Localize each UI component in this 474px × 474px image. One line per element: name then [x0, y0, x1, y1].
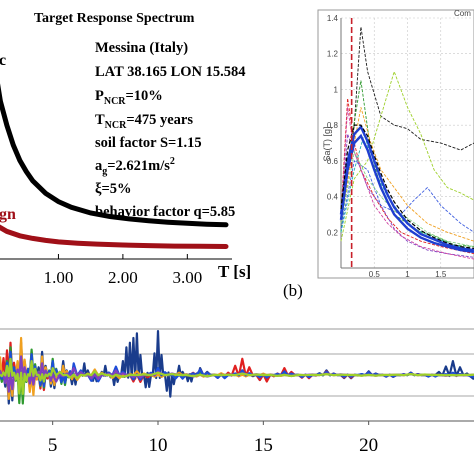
panel-b-x-ticks: 0.5 1 1.5	[369, 270, 447, 279]
info-return-period: TNCR=475 years	[95, 112, 193, 131]
elastic-curve-label: c	[0, 52, 6, 69]
record-spectrum-line	[340, 98, 474, 255]
mean-spectrum-line	[340, 124, 474, 249]
panel-c-x-tick-label: 10	[149, 435, 168, 456]
panel-b-x-tick-label: 0.5	[369, 270, 381, 279]
info-ground-acceleration: ag=2.621m/s2	[95, 156, 175, 177]
panel-b-y-tick-label: 1.4	[327, 14, 339, 23]
panel-b-y-tick-label: 0.4	[327, 193, 339, 202]
site-info-block: Messina (Italy) LAT 38.165 LON 15.584 PN…	[95, 40, 246, 220]
panel-b-y-tick-label: 0.2	[327, 228, 339, 237]
info-coordinates: LAT 38.165 LON 15.584	[95, 64, 246, 80]
panel-b-y-ticks: 0.2 0.4 0.6 0.8 1 1.2 1.4	[327, 14, 339, 237]
info-behavior-factor: behavior factor q=5.85	[95, 204, 235, 220]
panel-c-x-ticks: 5 10 15 20	[48, 421, 378, 456]
panel-c-series	[0, 330, 474, 405]
panel-a-x-tick-label: 3.00	[172, 268, 202, 287]
panel-c-x-tick-label: 15	[254, 435, 273, 456]
spectrum-curve-design	[0, 224, 229, 249]
accelerogram-line	[0, 357, 474, 395]
info-site-name: Messina (Italy)	[95, 40, 188, 56]
info-soil-factor: soil factor S=1.15	[95, 135, 202, 151]
panel-b-y-tick-label: 1	[334, 85, 339, 94]
record-spectrum-line	[340, 132, 474, 251]
panel-b-y-tick-label: 1.2	[327, 50, 339, 59]
panel-a-title: Target Response Spectrum	[34, 11, 195, 26]
panel-b-series	[339, 18, 474, 268]
panel-letter-b: (b)	[283, 281, 303, 300]
mean-spectrum-line	[339, 124, 474, 252]
panel-b: 0.2 0.4 0.6 0.8 1 1.2 1.4 0.5 1 1.5 Sa(T) [g] Co…	[317, 9, 474, 279]
panel-a-x-axis-label: T [s]	[218, 262, 251, 281]
info-damping: ξ=5%	[95, 181, 131, 197]
panel-b-y-axis-label: Sa(T) [g]	[322, 126, 332, 161]
panel-c-x-tick-label: 20	[359, 435, 378, 456]
record-spectrum-line	[340, 70, 474, 242]
panel-b-x-tick-label: 1	[405, 270, 410, 279]
panel-b-y-tick-label: 0.6	[327, 157, 339, 166]
panel-c-x-tick-label: 5	[48, 435, 58, 456]
panel-a-x-tick-label: 2.00	[108, 268, 138, 287]
panel-b-y-tick-label: 0.8	[327, 121, 339, 130]
record-spectrum-line	[340, 150, 474, 248]
panel-a-curves	[0, 83, 229, 249]
panel-b-x-tick-label: 1.5	[435, 270, 447, 279]
panel-a: Target Response Spectrum c gn Messina (I…	[0, 11, 303, 300]
record-spectrum-line	[340, 80, 474, 248]
spectrum-curve-elastic	[0, 83, 229, 228]
record-spectrum-line	[340, 26, 474, 224]
info-probability: PNCR=10%	[95, 88, 163, 107]
panel-a-x-tick-label: 1.00	[44, 268, 74, 287]
panel-c-grid	[0, 353, 474, 397]
design-curve-label: gn	[0, 206, 16, 223]
panel-c: 5 10 15 20	[0, 328, 474, 456]
panel-b-legend-text: Com	[454, 9, 471, 18]
panel-b-frame	[317, 9, 474, 279]
panel-a-x-ticks: 1.00 2.00 3.00	[44, 254, 202, 287]
mean-spectrum-line	[339, 133, 474, 254]
record-spectrum-line	[340, 107, 474, 242]
